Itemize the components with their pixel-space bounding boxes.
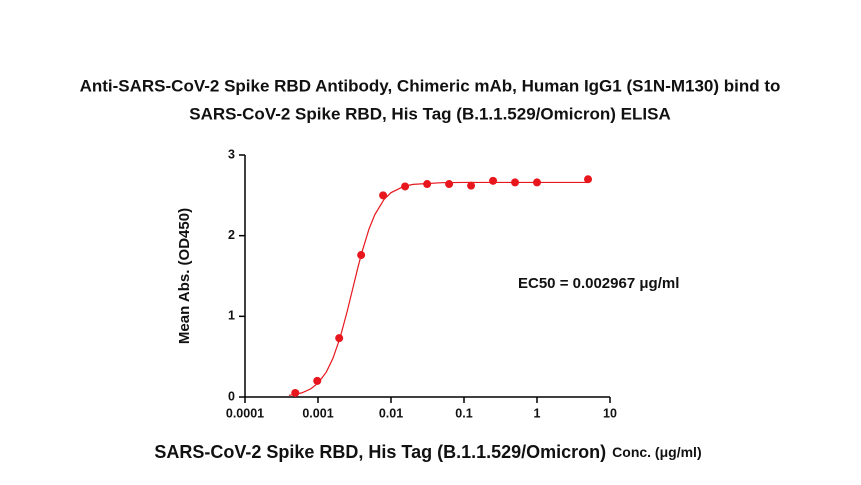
y-tick-label: 1 xyxy=(228,309,235,323)
fit-curve xyxy=(288,181,589,397)
data-point xyxy=(335,334,344,343)
y-axis-label: Mean Abs. (OD450) xyxy=(176,208,193,344)
data-point xyxy=(291,388,300,397)
data-point xyxy=(313,376,322,385)
annotation: EC50 = 0.002967 μg/ml xyxy=(518,275,679,292)
chart-title: SARS-CoV-2 Spike RBD, His Tag (B.1.1.529… xyxy=(189,104,670,123)
x-tick-label: 0.0001 xyxy=(226,406,264,420)
data-point xyxy=(489,176,498,185)
data-point xyxy=(445,180,454,189)
x-tick-label: 0.001 xyxy=(302,406,333,420)
x-axis-label: SARS-CoV-2 Spike RBD, His Tag (B.1.1.529… xyxy=(154,442,701,462)
y-tick-label: 2 xyxy=(228,228,235,242)
chart-title: Anti-SARS-CoV-2 Spike RBD Antibody, Chim… xyxy=(80,76,781,95)
y-tick-label: 0 xyxy=(228,389,235,403)
x-axis-label-unit: Conc. (μg/ml) xyxy=(612,444,701,460)
data-point xyxy=(379,191,388,200)
y-tick-label: 3 xyxy=(228,147,235,161)
x-axis-label-main: SARS-CoV-2 Spike RBD, His Tag (B.1.1.529… xyxy=(154,442,606,462)
x-tick-label: 1 xyxy=(534,406,541,420)
x-tick-label: 0.01 xyxy=(379,406,403,420)
data-point xyxy=(467,181,476,190)
data-point xyxy=(584,175,593,184)
x-tick-label: 0.1 xyxy=(455,406,472,420)
x-tick-label: 10 xyxy=(603,406,617,420)
